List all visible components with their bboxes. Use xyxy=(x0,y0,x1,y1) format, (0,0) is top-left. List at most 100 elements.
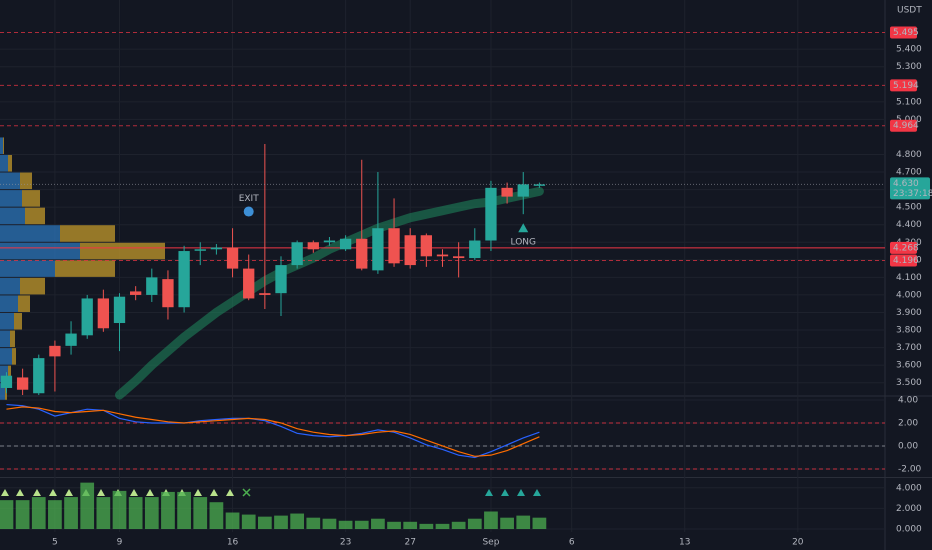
histogram-bar xyxy=(451,521,466,530)
histogram-bar xyxy=(403,521,418,530)
level-label: 4.964 xyxy=(893,121,919,131)
candle-body xyxy=(146,277,158,295)
profile-sell xyxy=(8,365,11,383)
histogram-bar xyxy=(419,523,434,530)
indicator-line xyxy=(6,403,540,459)
candle-body xyxy=(485,187,497,241)
profile-buy xyxy=(0,348,12,365)
y-tick-label: 0.000 xyxy=(896,525,922,535)
y-tick-label: 4.500 xyxy=(896,203,922,213)
x-tick-label: 23 xyxy=(340,538,351,548)
x-tick-label: 27 xyxy=(404,538,415,548)
histogram-bar xyxy=(467,518,482,530)
candle-body xyxy=(420,235,433,257)
histogram-bar xyxy=(322,518,337,530)
profile-buy xyxy=(0,312,14,330)
x-tick-label: 5 xyxy=(52,538,58,548)
candle-body xyxy=(130,291,142,295)
profile-buy xyxy=(0,277,20,295)
candle-body xyxy=(259,293,271,295)
profile-sell xyxy=(20,277,45,295)
candle-body xyxy=(97,298,110,329)
grid xyxy=(0,0,885,532)
profile-sell xyxy=(10,330,15,348)
profile-sell xyxy=(12,348,16,365)
profile-buy xyxy=(0,225,60,242)
level-tag xyxy=(890,79,917,92)
histogram-bar xyxy=(144,497,159,530)
level-tag xyxy=(890,119,917,132)
profile-buy xyxy=(0,330,10,348)
candle-body xyxy=(404,235,416,266)
histogram-bar xyxy=(387,521,401,530)
histogram-bar xyxy=(112,490,127,530)
profile-buy xyxy=(0,137,3,154)
profile-sell xyxy=(20,172,32,190)
histogram-bar xyxy=(354,520,369,530)
histogram-bar xyxy=(306,517,321,530)
histogram-bar xyxy=(48,500,62,530)
candle-body xyxy=(339,238,352,250)
candle-body xyxy=(501,187,513,197)
y-tick-label: 3.800 xyxy=(896,326,922,336)
profile-sell xyxy=(55,260,115,277)
trend-band xyxy=(115,186,544,400)
annotation-marker xyxy=(243,206,254,217)
candle-body xyxy=(243,268,255,299)
signal-exit xyxy=(242,488,251,497)
y-tick-label: 2.000 xyxy=(896,504,922,514)
candle-body xyxy=(275,265,287,294)
candle-body xyxy=(291,242,303,266)
histogram-bar xyxy=(161,491,175,530)
y-tick-label: 4.700 xyxy=(896,168,922,178)
candle-body xyxy=(0,375,13,388)
candle-body xyxy=(16,377,29,390)
x-tick-label: 20 xyxy=(792,538,804,548)
profile-sell xyxy=(60,225,115,242)
candle-body xyxy=(388,228,400,264)
histogram-bar xyxy=(500,517,514,530)
histogram-bar xyxy=(532,517,547,530)
level-tag xyxy=(890,241,917,254)
candle-body xyxy=(194,249,206,251)
histogram-bar xyxy=(209,502,224,530)
y-tick-label: 4.000 xyxy=(896,290,922,300)
level-tag xyxy=(890,26,917,39)
histogram-bar xyxy=(274,515,288,530)
x-tick-label: Sep xyxy=(482,538,499,548)
y-tick-label: 4.400 xyxy=(896,220,922,230)
histogram-bar xyxy=(0,500,14,530)
current-price-label: 4.630 xyxy=(893,179,919,189)
profile-buy xyxy=(0,383,5,400)
level-label: 4.196 xyxy=(893,256,919,266)
candle-body xyxy=(356,238,368,269)
profile-buy xyxy=(0,207,25,225)
y-tick-label: 3.600 xyxy=(896,361,922,371)
candle-body xyxy=(226,247,239,269)
histogram-bar xyxy=(193,497,208,530)
x-tick-label: 9 xyxy=(117,538,123,548)
x-tick-label: 16 xyxy=(227,538,239,548)
x-tick-label: 6 xyxy=(569,538,575,548)
histogram-bar xyxy=(177,491,191,530)
profile-sell xyxy=(25,207,45,225)
level-label: 5.495 xyxy=(893,28,919,38)
y-tick-label: 0.00 xyxy=(898,441,918,451)
signal-markers xyxy=(485,489,541,496)
level-tag xyxy=(890,254,917,267)
candle-body xyxy=(210,247,223,250)
candle-body xyxy=(323,240,336,243)
current-price-tag xyxy=(890,177,930,200)
countdown-label: 23:37:18 xyxy=(893,189,932,199)
histogram-bar xyxy=(516,515,531,530)
y-tick-label: 5.300 xyxy=(896,62,922,72)
profile-sell xyxy=(14,312,22,330)
histogram-bar xyxy=(484,511,498,530)
histogram-bar xyxy=(241,514,256,530)
x-tick-label: 13 xyxy=(679,538,690,548)
y-tick-label: 3.700 xyxy=(896,343,922,353)
profile-buy xyxy=(0,154,8,172)
candle-body xyxy=(436,254,449,257)
y-tick-label: 5.400 xyxy=(896,45,922,55)
candle-body xyxy=(452,256,465,259)
